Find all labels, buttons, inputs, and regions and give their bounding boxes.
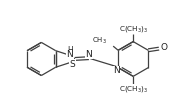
Text: CH$_3$: CH$_3$	[92, 36, 107, 46]
Text: C(CH$_3$)$_3$: C(CH$_3$)$_3$	[119, 84, 149, 94]
Text: N: N	[86, 50, 92, 59]
Text: N: N	[66, 50, 73, 59]
Text: C(CH$_3$)$_3$: C(CH$_3$)$_3$	[119, 24, 149, 34]
Text: O: O	[160, 43, 167, 52]
Text: H: H	[67, 46, 73, 55]
Text: S: S	[70, 60, 76, 69]
Text: N: N	[113, 66, 120, 75]
